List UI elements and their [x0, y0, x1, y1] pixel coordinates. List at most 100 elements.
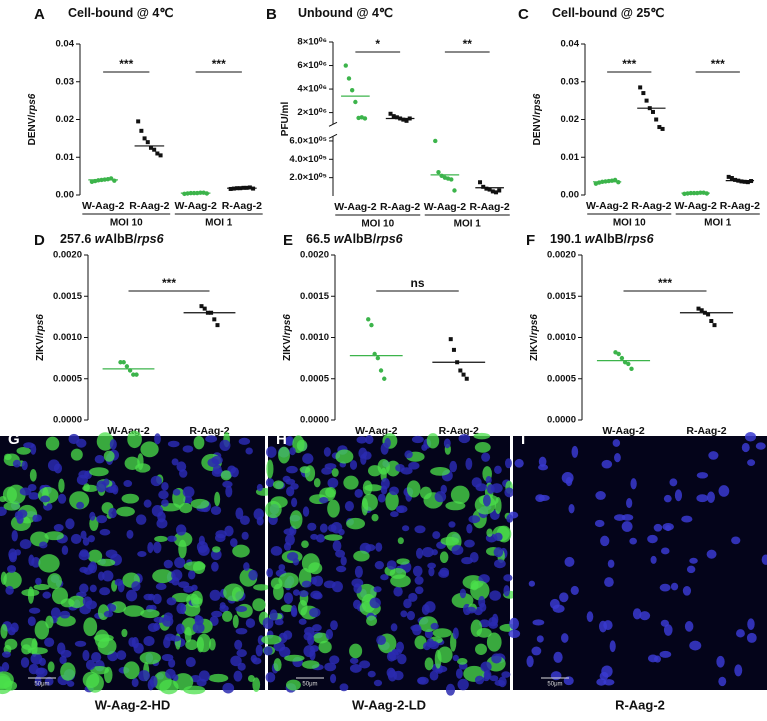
nucleus — [163, 559, 173, 569]
infected-cell — [278, 572, 299, 589]
nucleus — [79, 549, 89, 558]
data-point — [448, 337, 453, 342]
nucleus — [552, 604, 565, 613]
scale-bar-label: 50μm — [34, 682, 49, 688]
scale-bar-label: 50μm — [547, 682, 562, 688]
infected-cell — [152, 569, 174, 584]
nucleus — [503, 574, 513, 582]
nucleus — [23, 442, 35, 449]
nucleus — [408, 592, 418, 602]
panel-letter: B — [266, 6, 277, 23]
nucleus — [632, 608, 642, 620]
infected-cell — [124, 456, 140, 470]
nucleus — [80, 530, 87, 540]
nucleus — [42, 591, 52, 599]
nucleus — [99, 587, 111, 596]
nucleus — [466, 606, 477, 614]
data-point — [139, 128, 144, 133]
nucleus — [532, 619, 545, 626]
y-tick-label: 0.02 — [561, 114, 580, 125]
nucleus — [175, 524, 187, 536]
data-point — [657, 125, 662, 130]
nucleus — [59, 610, 71, 619]
nucleus — [451, 544, 464, 556]
nucleus — [481, 452, 491, 462]
infected-cell — [184, 626, 192, 643]
nucleus — [316, 534, 326, 543]
axis-break — [328, 121, 338, 127]
nucleus — [344, 500, 354, 512]
x-tick-label: W-Aag-2 — [82, 200, 125, 212]
infected-cell — [476, 628, 492, 638]
nucleus — [161, 481, 169, 491]
y-tick-label: 4×10⁰⁶ — [297, 84, 327, 95]
nucleus — [430, 622, 439, 630]
image-caption: W-Aag-2-LD — [352, 697, 426, 712]
infected-cell — [214, 491, 221, 507]
infected-cell — [4, 453, 12, 461]
y-tick-label: 0.04 — [561, 39, 580, 50]
panel-letter: G — [8, 431, 20, 448]
nucleus — [79, 566, 89, 573]
nucleus — [335, 549, 346, 558]
chart-title-part: rps6 — [627, 232, 654, 246]
y-tick-label: 0.00 — [561, 190, 580, 201]
infected-cell — [450, 485, 470, 504]
data-point — [478, 180, 483, 185]
x-tick-label: R-Aag-2 — [686, 425, 726, 437]
group-label: MOI 1 — [454, 219, 482, 230]
nucleus — [147, 679, 155, 691]
nucleus — [594, 519, 605, 528]
nucleus — [285, 533, 295, 546]
y-axis-label: PFU/ml — [280, 102, 291, 137]
nucleus — [230, 655, 242, 667]
nucleus — [266, 446, 277, 458]
infected-cell — [27, 647, 48, 655]
infected-cell — [361, 493, 378, 511]
y-axis-label-part: rps6 — [35, 314, 46, 336]
infected-cell — [89, 467, 109, 477]
nucleus — [155, 582, 167, 591]
nucleus — [31, 557, 41, 568]
data-point — [461, 372, 466, 377]
nucleus — [458, 433, 471, 444]
nucleus — [706, 549, 717, 559]
nucleus — [386, 651, 397, 662]
nucleus — [274, 618, 284, 626]
infected-cell — [193, 435, 205, 450]
nucleus — [741, 442, 750, 453]
nucleus — [621, 521, 633, 532]
infected-cell — [2, 486, 17, 504]
panel-letter: A — [34, 6, 45, 23]
infected-cell — [426, 433, 440, 449]
data-point — [158, 153, 163, 158]
infected-cell — [389, 568, 407, 579]
infected-cell — [362, 480, 373, 496]
nucleus — [79, 583, 89, 594]
infected-cell — [280, 604, 294, 613]
data-point — [494, 190, 499, 195]
nucleus — [601, 459, 613, 469]
data-point — [362, 116, 368, 121]
nucleus — [103, 610, 114, 618]
y-tick-label: 0.0000 — [53, 415, 82, 426]
nucleus — [660, 547, 670, 555]
data-point — [464, 376, 469, 381]
nucleus — [245, 447, 253, 455]
chart-title-part: w — [95, 232, 106, 246]
data-point — [202, 306, 207, 311]
data-point — [745, 180, 750, 185]
nucleus — [286, 486, 295, 497]
nucleus — [414, 525, 426, 534]
y-tick-label: 0.00 — [56, 190, 75, 201]
nucleus — [359, 660, 371, 669]
nucleus — [152, 593, 162, 605]
nucleus — [209, 589, 221, 601]
nucleus — [126, 589, 138, 602]
infected-cell — [445, 501, 466, 511]
nucleus — [97, 571, 105, 581]
data-point — [616, 351, 621, 357]
nucleus — [1, 662, 10, 672]
nucleus — [303, 632, 313, 641]
nucleus — [538, 494, 550, 502]
